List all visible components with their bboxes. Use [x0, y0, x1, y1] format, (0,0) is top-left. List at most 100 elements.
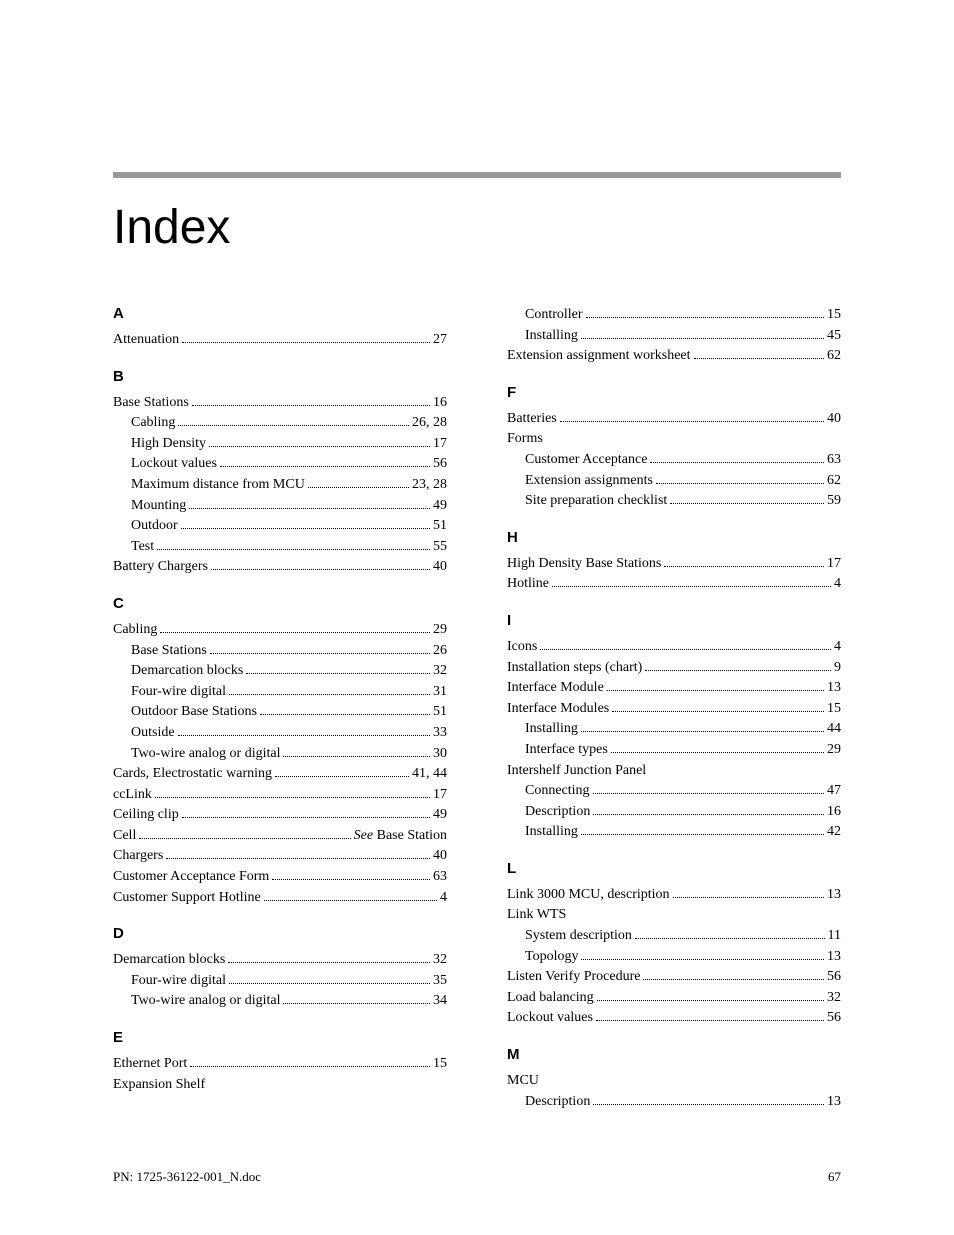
- index-entry: Four-wire digital 35: [113, 971, 447, 991]
- dot-leader: [597, 1000, 824, 1001]
- entry-page: 35: [433, 971, 447, 991]
- entry-page: 16: [827, 802, 841, 822]
- index-columns: AAttenuation27BBase Stations16Cabling26,…: [113, 305, 841, 1112]
- entry-label: Base Stations: [113, 393, 189, 413]
- index-entry: Link 3000 MCU, description13: [507, 885, 841, 905]
- entry-page: 27: [433, 330, 447, 350]
- entry-page: 29: [827, 740, 841, 760]
- entry-label: Batteries: [507, 409, 557, 429]
- dot-leader: [157, 549, 430, 550]
- index-entry: CellSee Base Station: [113, 826, 447, 846]
- entry-label: Site preparation checklist: [525, 491, 667, 511]
- dot-leader: [593, 814, 824, 815]
- index-entry: Controller 15: [507, 305, 841, 325]
- index-entry: Four-wire digital31: [113, 682, 447, 702]
- entry-label: Mounting: [131, 496, 186, 516]
- dot-leader: [166, 858, 430, 859]
- dot-leader: [178, 425, 409, 426]
- index-entry: Description13: [507, 1092, 841, 1112]
- section-letter: C: [113, 595, 447, 612]
- entry-label: Installing: [525, 822, 578, 842]
- entry-label: Controller: [525, 305, 583, 325]
- index-entry: Cards, Electrostatic warning41, 44: [113, 764, 447, 784]
- index-entry: System description11: [507, 926, 841, 946]
- index-entry: Demarcation blocks32: [113, 661, 447, 681]
- index-entry: Load balancing32: [507, 988, 841, 1008]
- entry-label: Ceiling clip: [113, 805, 179, 825]
- dot-leader: [593, 793, 824, 794]
- dot-leader: [210, 653, 430, 654]
- entry-label: Connecting: [525, 781, 590, 801]
- index-entry: Cabling29: [113, 620, 447, 640]
- entry-page: 23, 28: [412, 475, 447, 495]
- index-entry: Two-wire analog or digital34: [113, 991, 447, 1011]
- entry-page: 9: [834, 658, 841, 678]
- entry-label: Two-wire analog or digital: [131, 744, 280, 764]
- right-column: Controller15Installing45Extension assign…: [507, 305, 841, 1112]
- index-entry: Base Stations16: [113, 393, 447, 413]
- index-entry: High Density Base Stations 17: [507, 554, 841, 574]
- index-entry: Hotline4: [507, 574, 841, 594]
- left-column: AAttenuation27BBase Stations16Cabling26,…: [113, 305, 447, 1112]
- entry-label: Test: [131, 537, 154, 557]
- entry-label: Forms: [507, 429, 543, 449]
- entry-label: Cards, Electrostatic warning: [113, 764, 272, 784]
- entry-label: Cell: [113, 826, 136, 846]
- index-entry: MCU: [507, 1071, 841, 1091]
- dot-leader: [607, 690, 824, 691]
- index-entry: Installing 42: [507, 822, 841, 842]
- dot-leader: [160, 632, 430, 633]
- index-entry: ccLink17: [113, 785, 447, 805]
- index-entry: Outside33: [113, 723, 447, 743]
- entry-label: Attenuation: [113, 330, 179, 350]
- entry-label: Maximum distance from MCU: [131, 475, 305, 495]
- index-entry: Intershelf Junction Panel: [507, 761, 841, 781]
- entry-label: Expansion Shelf: [113, 1075, 205, 1095]
- index-entry: Icons4: [507, 637, 841, 657]
- entry-page: 56: [827, 967, 841, 987]
- index-entry: High Density17: [113, 434, 447, 454]
- entry-page: 31: [433, 682, 447, 702]
- index-entry: Interface Module13: [507, 678, 841, 698]
- entry-page: 33: [433, 723, 447, 743]
- dot-leader: [673, 897, 824, 898]
- dot-leader: [211, 569, 430, 570]
- entry-page: 4: [834, 574, 841, 594]
- entry-label: Installing: [525, 719, 578, 739]
- index-entry: Outdoor Base Stations51: [113, 702, 447, 722]
- entry-page: 13: [827, 947, 841, 967]
- dot-leader: [246, 673, 430, 674]
- entry-page: 63: [433, 867, 447, 887]
- entry-page: 15: [827, 305, 841, 325]
- index-entry: Outdoor51: [113, 516, 447, 536]
- dot-leader: [596, 1020, 824, 1021]
- footer-pn: PN: 1725-36122-001_N.doc: [113, 1169, 261, 1185]
- entry-label: Four-wire digital: [131, 971, 226, 991]
- entry-page: 26: [433, 641, 447, 661]
- index-entry: Installing44: [507, 719, 841, 739]
- entry-page: 62: [827, 346, 841, 366]
- entry-page: 13: [827, 678, 841, 698]
- index-entry: Extension assignments62: [507, 471, 841, 491]
- index-entry: Link WTS: [507, 905, 841, 925]
- dot-leader: [540, 649, 831, 650]
- entry-label: High Density Base Stations: [507, 554, 661, 574]
- entry-page: 17: [433, 785, 447, 805]
- entry-label: Two-wire analog or digital: [131, 991, 280, 1011]
- dot-leader: [220, 466, 430, 467]
- entry-page: 17: [827, 554, 841, 574]
- index-entry: Ethernet Port15: [113, 1054, 447, 1074]
- entry-page: 4: [440, 888, 447, 908]
- dot-leader: [656, 483, 824, 484]
- dot-leader: [192, 405, 430, 406]
- section-letter: I: [507, 612, 841, 629]
- index-entry: Site preparation checklist59: [507, 491, 841, 511]
- entry-page: 30: [433, 744, 447, 764]
- section-letter: M: [507, 1046, 841, 1063]
- index-entry: Two-wire analog or digital 30: [113, 744, 447, 764]
- page-title: Index: [113, 200, 230, 255]
- dot-leader: [190, 1066, 430, 1067]
- dot-leader: [182, 817, 430, 818]
- entry-page: 42: [827, 822, 841, 842]
- entry-label: Extension assignment worksheet: [507, 346, 691, 366]
